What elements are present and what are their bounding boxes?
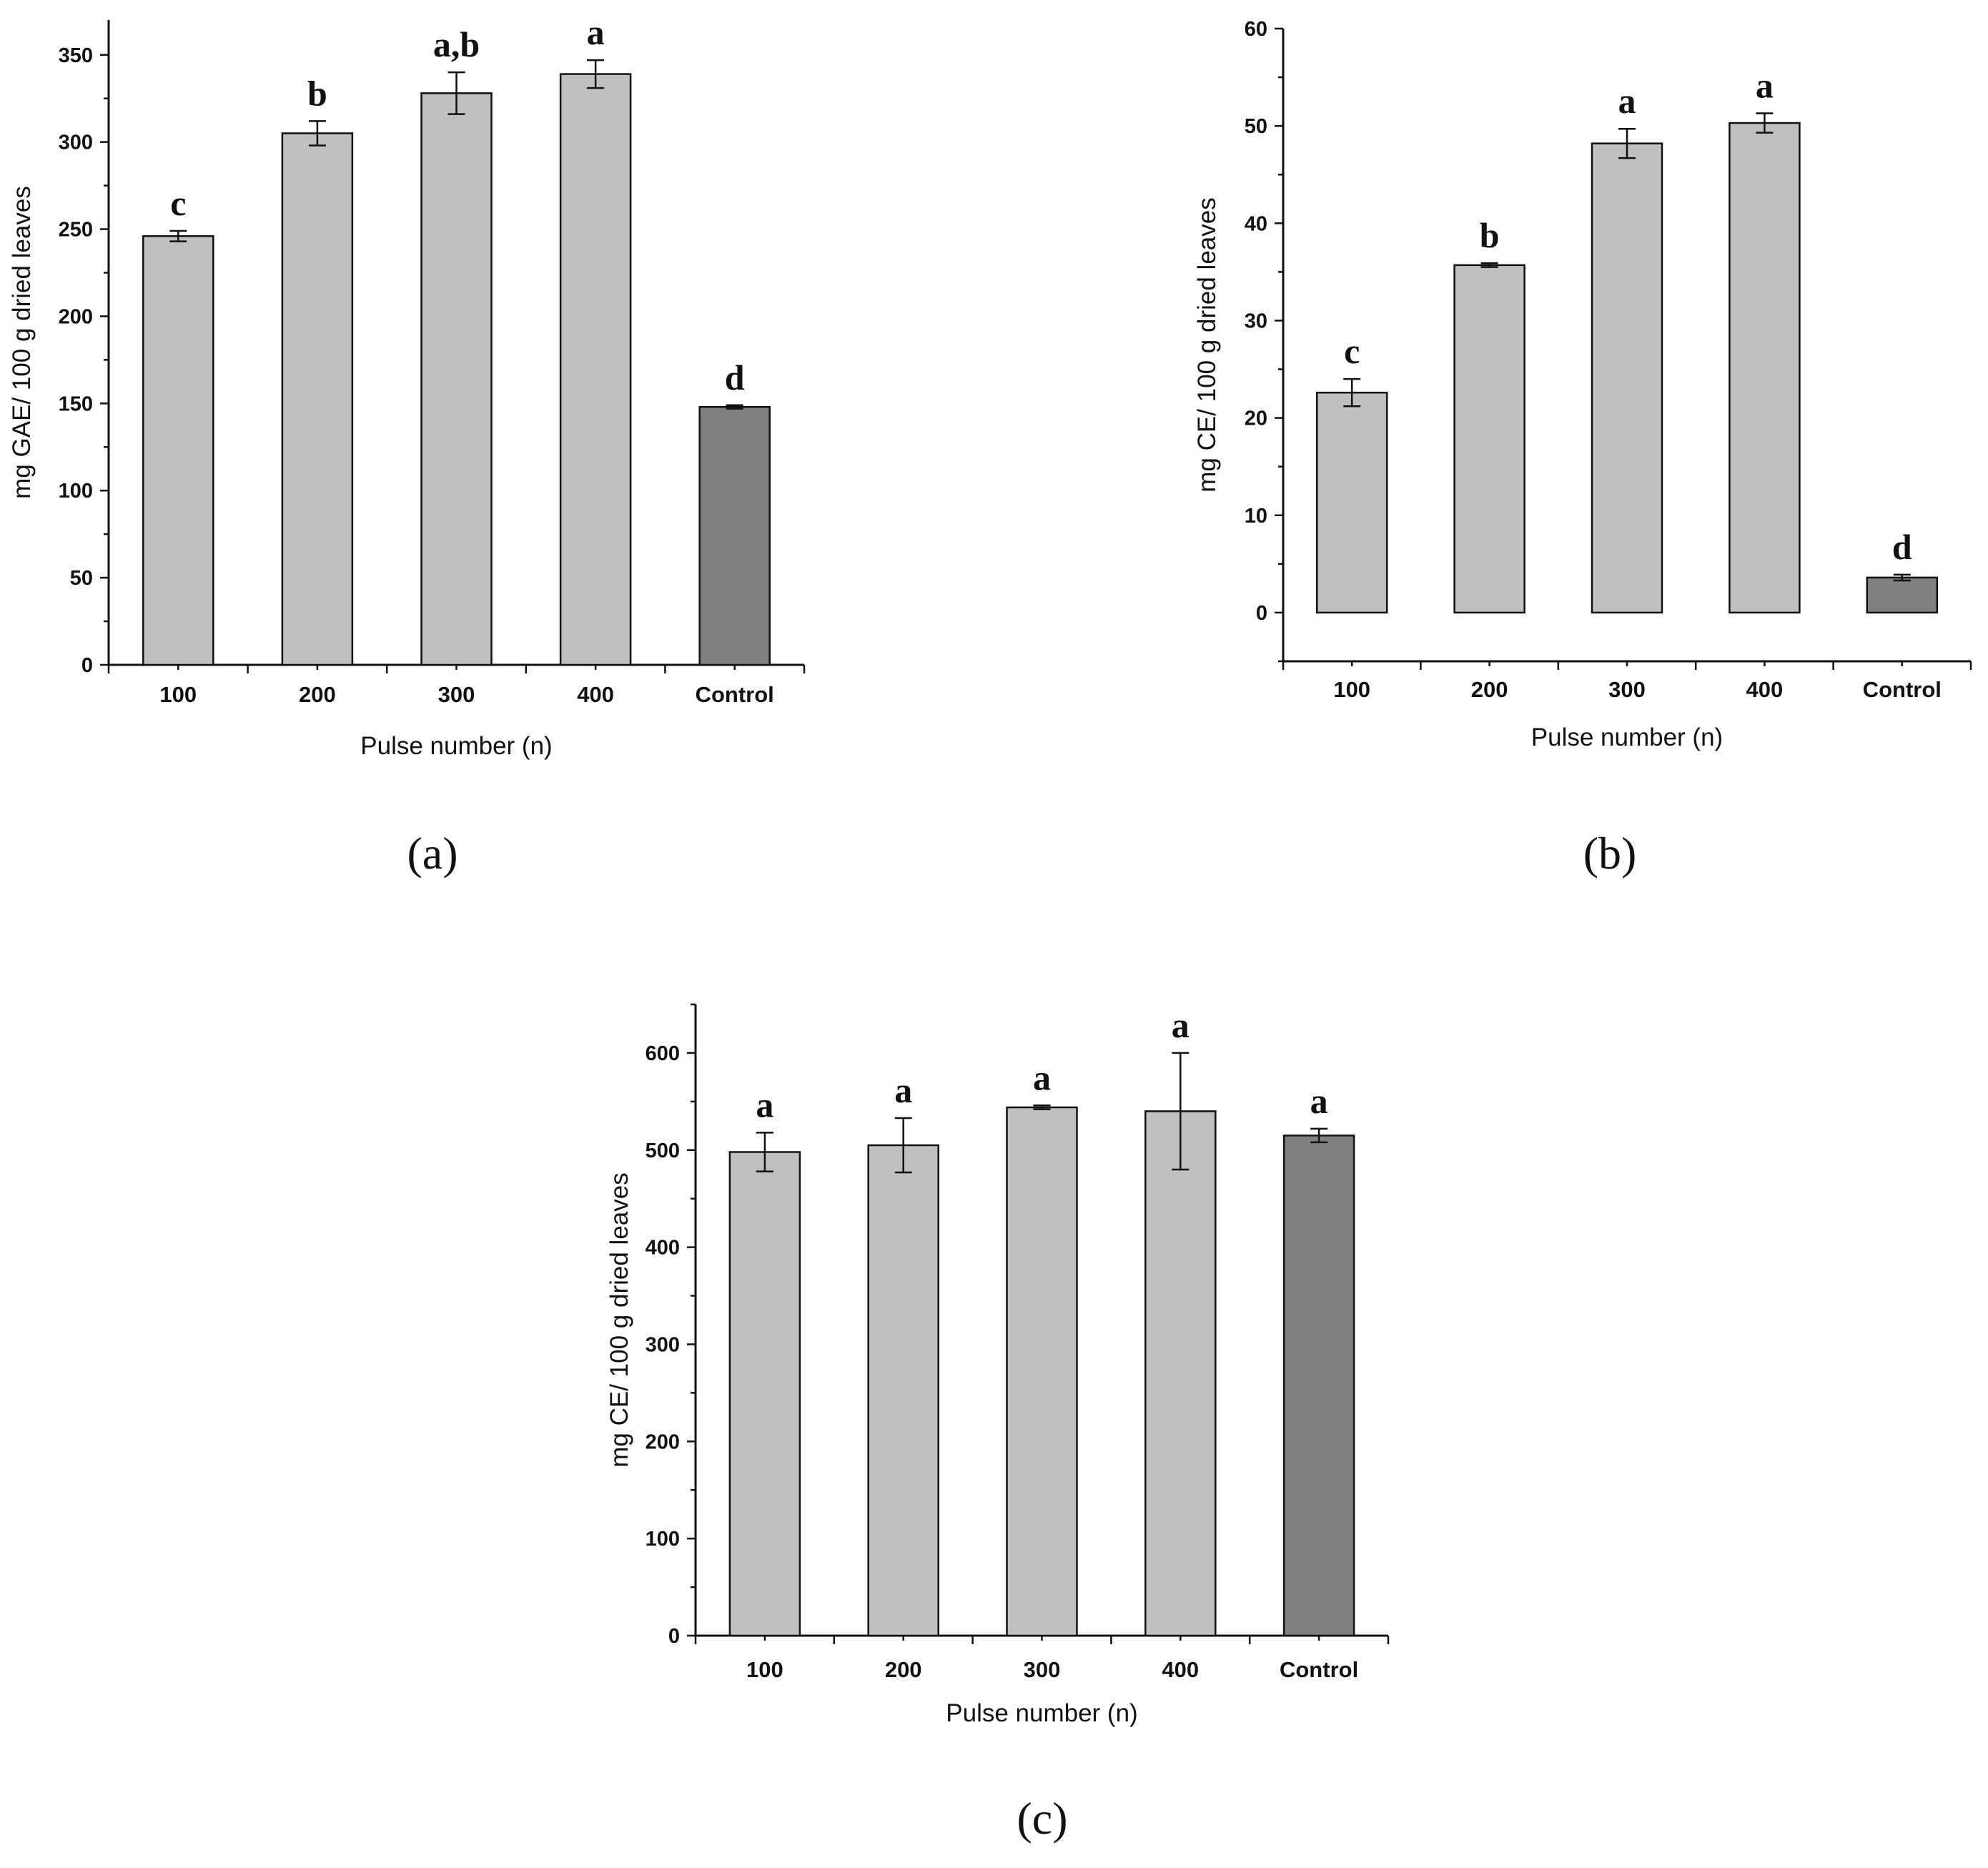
error-bar bbox=[1343, 377, 1361, 407]
y-tick-label: 100 bbox=[646, 1528, 680, 1551]
significance-letter: c bbox=[1344, 331, 1360, 371]
bar-200 bbox=[1453, 264, 1525, 614]
x-axis-title: Pulse number (n) bbox=[1531, 723, 1723, 751]
significance-letter: a bbox=[1618, 81, 1636, 121]
x-category-label: 100 bbox=[746, 1657, 783, 1682]
error-bar bbox=[1756, 112, 1774, 134]
y-tick-label: 250 bbox=[59, 219, 93, 242]
x-category-label: 100 bbox=[159, 682, 197, 707]
x-axis-title: Pulse number (n) bbox=[946, 1699, 1137, 1727]
chart-panel-b: 0 10 20 30 40 50 60 c 100 b 200 a 300 a 400 d Control Pul… bbox=[1193, 18, 1972, 879]
significance-letter: a bbox=[1756, 65, 1774, 105]
x-category-label: Control bbox=[1863, 677, 1942, 702]
significance-letter: a bbox=[1310, 1081, 1328, 1121]
y-axis-title: mg CE/ 100 g dried leaves bbox=[605, 1172, 633, 1467]
bar-200 bbox=[281, 132, 354, 666]
error-bar bbox=[756, 1132, 773, 1172]
y-axis-title: mg GAE/ 100 g dried leaves bbox=[8, 186, 36, 499]
y-tick-label: 20 bbox=[1245, 407, 1267, 430]
significance-letter: d bbox=[1892, 527, 1912, 567]
error-bar bbox=[894, 1117, 912, 1174]
significance-letter: b bbox=[307, 73, 327, 113]
y-tick-label: 50 bbox=[70, 567, 93, 590]
bar-400 bbox=[1729, 122, 1801, 614]
x-category-label: 200 bbox=[1471, 677, 1508, 702]
x-category-label: 100 bbox=[1333, 677, 1370, 702]
x-category-label: 300 bbox=[1024, 1657, 1061, 1682]
error-bar bbox=[1893, 573, 1911, 582]
y-tick-label: 0 bbox=[668, 1625, 680, 1648]
x-category-label: Control bbox=[1280, 1657, 1358, 1682]
x-axis-title: Pulse number (n) bbox=[360, 732, 552, 760]
significance-letter: a bbox=[1033, 1057, 1051, 1097]
bar-100 bbox=[142, 235, 214, 666]
y-tick-label: 350 bbox=[59, 44, 93, 67]
error-bar bbox=[1310, 1127, 1328, 1144]
bar-100 bbox=[1315, 391, 1388, 614]
error-bar bbox=[587, 59, 605, 89]
bar-300 bbox=[1006, 1106, 1078, 1637]
significance-letter: b bbox=[1480, 215, 1500, 255]
error-bar bbox=[726, 404, 743, 410]
panel-caption: (a) bbox=[407, 828, 458, 879]
y-tick-label: 400 bbox=[646, 1237, 680, 1260]
bar-100 bbox=[728, 1151, 801, 1637]
significance-letter: a bbox=[756, 1084, 773, 1125]
significance-letter: d bbox=[725, 357, 745, 397]
bar-200 bbox=[867, 1144, 939, 1637]
bar-control bbox=[1282, 1135, 1355, 1637]
bar-300 bbox=[1591, 142, 1663, 614]
x-category-label: 200 bbox=[885, 1657, 922, 1682]
y-tick-label: 200 bbox=[59, 305, 93, 328]
error-bar bbox=[1480, 262, 1498, 268]
y-tick-label: 0 bbox=[81, 654, 93, 677]
y-tick-label: 30 bbox=[1245, 310, 1267, 332]
y-tick-label: 10 bbox=[1245, 505, 1267, 528]
significance-letter: a bbox=[1172, 1005, 1190, 1045]
bar-300 bbox=[420, 92, 493, 666]
x-category-label: 300 bbox=[1608, 677, 1646, 702]
error-bar bbox=[308, 120, 326, 147]
y-tick-label: 300 bbox=[59, 132, 93, 154]
error-bar bbox=[1618, 127, 1636, 159]
significance-letter: a,b bbox=[433, 24, 480, 64]
y-tick-label: 50 bbox=[1245, 115, 1267, 138]
error-bar bbox=[1033, 1105, 1051, 1110]
panel-caption: (b) bbox=[1583, 828, 1637, 879]
x-category-label: 400 bbox=[577, 682, 614, 707]
error-bar bbox=[169, 229, 187, 242]
error-bar bbox=[1172, 1052, 1190, 1171]
x-category-label: Control bbox=[696, 682, 774, 707]
bar-400 bbox=[1144, 1110, 1217, 1637]
bar-control bbox=[1866, 576, 1939, 614]
y-tick-label: 500 bbox=[646, 1140, 680, 1162]
y-tick-label: 600 bbox=[646, 1042, 680, 1065]
y-tick-label: 60 bbox=[1245, 18, 1267, 41]
significance-letter: a bbox=[894, 1070, 912, 1110]
y-axis-title: mg CE/ 100 g dried leaves bbox=[1193, 197, 1221, 492]
y-tick-label: 300 bbox=[646, 1333, 680, 1356]
y-tick-label: 150 bbox=[59, 392, 93, 415]
x-category-label: 300 bbox=[438, 682, 475, 707]
x-category-label: 400 bbox=[1162, 1657, 1199, 1682]
y-tick-label: 40 bbox=[1245, 212, 1267, 235]
panel-caption: (c) bbox=[1017, 1793, 1067, 1844]
significance-letter: c bbox=[170, 183, 186, 223]
chart-panel-c: 0 100 200 300 400 500 600 a 100 a 200 a 300 a 400 a Cont… bbox=[605, 1003, 1390, 1844]
bar-control bbox=[698, 405, 771, 666]
bar-400 bbox=[559, 73, 632, 666]
y-tick-label: 200 bbox=[646, 1430, 680, 1453]
y-tick-label: 0 bbox=[1256, 602, 1267, 625]
x-category-label: 400 bbox=[1746, 677, 1784, 702]
significance-letter: a bbox=[587, 12, 605, 52]
chart-panel-a: 0 50 100 150 200 250 300 350 c 100 b 200 a,b 300 a 400 d… bbox=[8, 12, 806, 879]
y-tick-label: 100 bbox=[59, 480, 93, 503]
error-bar bbox=[447, 71, 465, 115]
x-category-label: 200 bbox=[299, 682, 336, 707]
